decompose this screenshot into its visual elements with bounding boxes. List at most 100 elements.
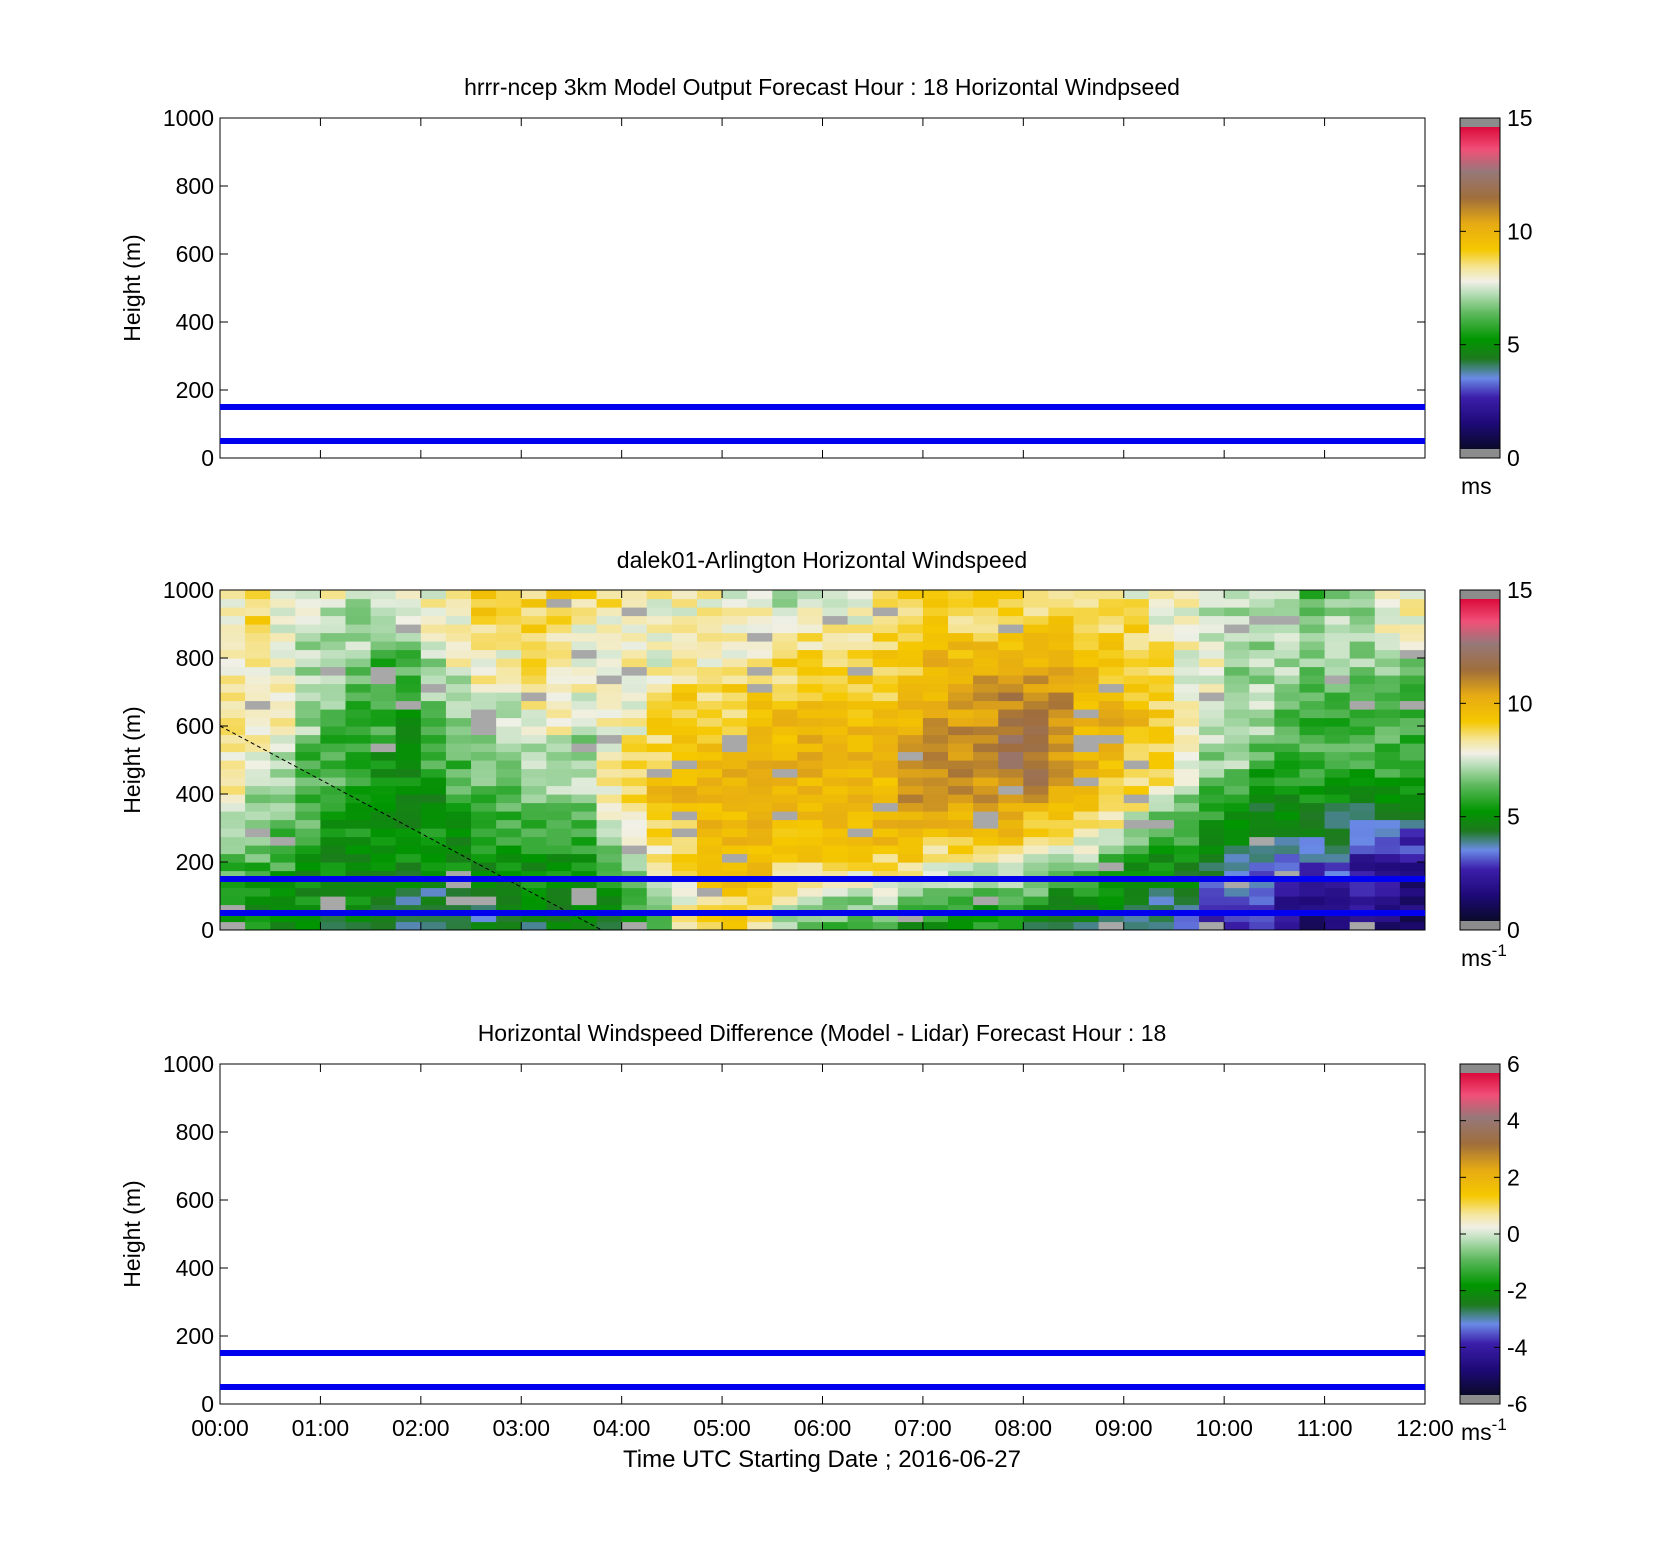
heatmap-cell: [345, 683, 372, 693]
heatmap-cell: [220, 658, 246, 668]
heatmap-cell: [1349, 896, 1376, 906]
heatmap-cell: [621, 777, 648, 787]
heatmap-cell: [571, 887, 598, 897]
heatmap-cell: [496, 641, 522, 651]
heatmap-cell: [797, 649, 824, 659]
heatmap-cell: [1374, 896, 1401, 906]
heatmap-cell: [922, 896, 949, 906]
heatmap-cell: [220, 802, 246, 812]
heatmap-cell: [747, 862, 773, 872]
heatmap-cell: [646, 828, 673, 838]
heatmap-cell: [696, 658, 723, 668]
heatmap-cell: [1048, 641, 1075, 651]
heatmap-cell: [1098, 777, 1125, 787]
heatmap-cell: [1399, 836, 1425, 846]
heatmap-cell: [220, 879, 246, 889]
heatmap-cell: [245, 760, 271, 770]
heatmap-cell: [1148, 658, 1175, 668]
heatmap-cell: [897, 845, 924, 855]
heatmap-cell: [1023, 598, 1050, 608]
heatmap-cell: [320, 666, 347, 676]
heatmap-cell: [973, 785, 999, 795]
heatmap-cell: [922, 904, 949, 914]
heatmap-cell: [345, 590, 372, 600]
heatmap-cell: [1399, 904, 1425, 914]
heatmap-cell: [496, 649, 522, 659]
heatmap-cell: [1249, 785, 1275, 795]
heatmap-cell: [973, 700, 999, 710]
heatmap-cell: [1023, 675, 1050, 685]
heatmap-cell: [496, 700, 522, 710]
heatmap-cell: [822, 734, 849, 744]
xtick-label: 04:00: [593, 1415, 651, 1441]
heatmap-cell: [998, 777, 1024, 787]
heatmap-cell: [471, 683, 497, 693]
heatmap-cell: [1249, 887, 1275, 897]
heatmap-cell: [1324, 794, 1351, 804]
heatmap-cell: [220, 734, 246, 744]
heatmap-cell: [671, 624, 698, 634]
heatmap-cell: [1123, 879, 1150, 889]
heatmap-cell: [1399, 845, 1425, 855]
heatmap-cell: [220, 887, 246, 897]
heatmap-cell: [1123, 590, 1150, 600]
heatmap-cell: [897, 675, 924, 685]
heatmap-cell: [420, 768, 447, 778]
heatmap-cell: [897, 879, 924, 889]
colorbar-overflow-top: [1460, 590, 1500, 599]
colorbar-frame: [1459, 117, 1501, 459]
heatmap-cell: [797, 760, 824, 770]
heatmap-cell: [571, 607, 598, 617]
heatmap-cell: [1199, 896, 1225, 906]
heatmap-cell: [1249, 879, 1275, 889]
heatmap-cell: [797, 751, 824, 761]
heatmap-cell: [1299, 598, 1326, 608]
heatmap-cell: [696, 802, 723, 812]
heatmap-cell: [220, 913, 246, 923]
heatmap-cell: [1148, 836, 1175, 846]
heatmap-cell: [496, 785, 522, 795]
heatmap-cell: [922, 870, 949, 880]
heatmap-cell: [646, 683, 673, 693]
heatmap-cell: [747, 836, 773, 846]
heatmap-cell: [1249, 828, 1275, 838]
heatmap-cell: [521, 904, 547, 914]
heatmap-cell: [747, 649, 773, 659]
heatmap-cell: [420, 870, 447, 880]
heatmap-cell: [897, 785, 924, 795]
heatmap-cell: [471, 760, 497, 770]
heatmap-cell: [973, 675, 999, 685]
xtick-label: 00:00: [191, 1415, 249, 1441]
heatmap-cell: [1224, 751, 1250, 761]
heatmap-cell: [245, 794, 271, 804]
heatmap-cell: [1023, 717, 1050, 727]
heatmap-cell: [270, 658, 296, 668]
heatmap-cell: [1048, 675, 1075, 685]
heatmap-cell: [671, 819, 698, 829]
heatmap-cell: [1173, 802, 1200, 812]
heatmap-cell: [621, 751, 648, 761]
heatmap-cell: [546, 811, 573, 821]
heatmap-cell: [1349, 802, 1376, 812]
heatmap-cell: [1199, 828, 1225, 838]
heatmap-cell: [320, 777, 347, 787]
xtick-label: 07:00: [894, 1415, 952, 1441]
heatmap-cell: [922, 658, 949, 668]
heatmap-cell: [1224, 870, 1250, 880]
heatmap-cell: [571, 760, 598, 770]
heatmap-cell: [1224, 879, 1250, 889]
heatmap-cell: [1249, 853, 1275, 863]
heatmap-cell: [496, 811, 522, 821]
panel-lidar-xtickmarks: [219, 590, 1426, 930]
heatmap-cell: [1299, 700, 1326, 710]
heatmap-cell: [621, 845, 648, 855]
heatmap-cell: [1199, 615, 1225, 625]
heatmap-cell: [521, 777, 547, 787]
panel-difference-ylabel: Height (m): [119, 1180, 145, 1287]
heatmap-cell: [621, 853, 648, 863]
heatmap-cell: [471, 794, 497, 804]
heatmap-cell: [872, 717, 899, 727]
heatmap-cell: [1148, 870, 1175, 880]
heatmap-cell: [471, 666, 497, 676]
heatmap-cell: [872, 802, 899, 812]
